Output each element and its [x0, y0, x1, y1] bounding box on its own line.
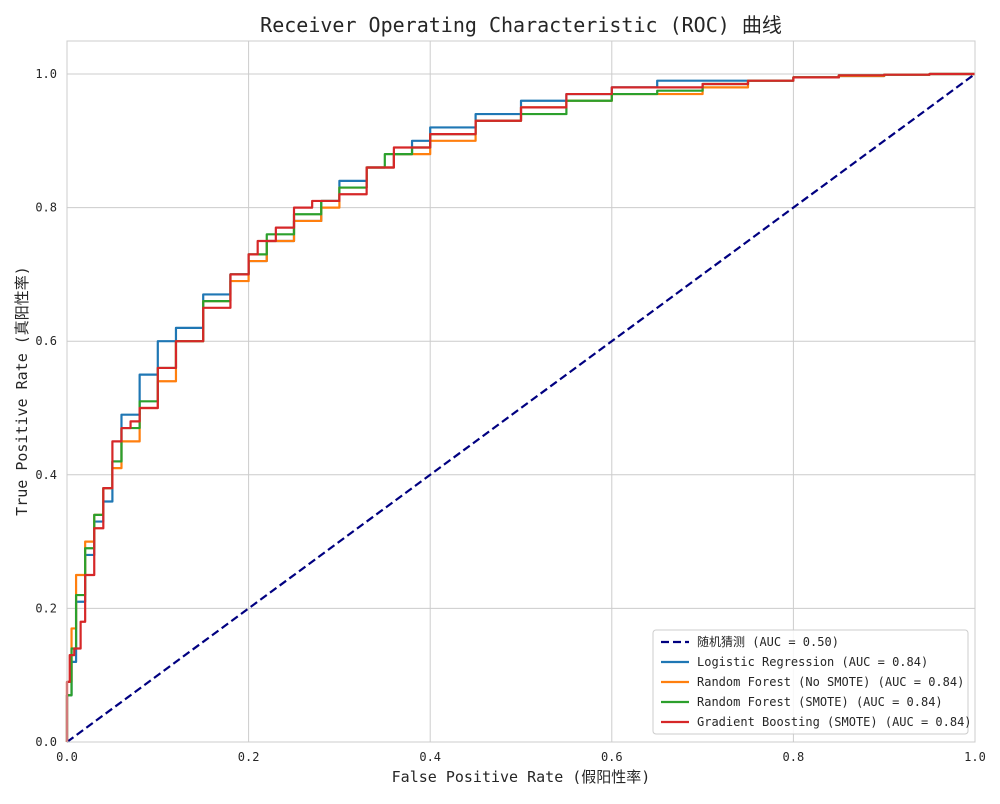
y-tick-label: 0.4 [35, 468, 57, 482]
tick-labels: 0.0 0.2 0.4 0.6 0.8 1.0 0.0 0.2 0.4 0.6 0.8 1.0 [35, 67, 986, 764]
plot-frame [66, 40, 976, 743]
plot-background [67, 41, 975, 742]
x-tick-label: 0.6 [601, 750, 623, 764]
legend-label: Random Forest (No SMOTE) (AUC = 0.84) [697, 675, 964, 689]
x-tick-label: 0.4 [419, 750, 441, 764]
legend-label: Gradient Boosting (SMOTE) (AUC = 0.84) [697, 715, 972, 729]
series-layer [65, 72, 976, 743]
series-line-0 [66, 73, 976, 743]
legend: 随机猜测 (AUC = 0.50) Logistic Regression (AU… [652, 629, 972, 735]
x-tick-label: 0.2 [238, 750, 260, 764]
x-axis-label: False Positive Rate (假阳性率) [392, 768, 651, 786]
legend-label: Random Forest (SMOTE) (AUC = 0.84) [697, 695, 943, 709]
y-axis-label: True Positive Rate (真阳性率) [13, 266, 31, 516]
x-tick-label: 0.0 [56, 750, 78, 764]
y-tick-label: 0.2 [35, 601, 57, 615]
y-tick-label: 1.0 [35, 67, 57, 81]
chart-title: Receiver Operating Characteristic (ROC) … [260, 13, 782, 37]
series-line-4 [65, 72, 975, 742]
x-tick-label: 0.8 [783, 750, 805, 764]
legend-label: 随机猜测 (AUC = 0.50) [697, 634, 839, 649]
x-tick-label: 1.0 [964, 750, 986, 764]
legend-label: Logistic Regression (AUC = 0.84) [697, 655, 928, 669]
y-tick-label: 0.6 [35, 334, 57, 348]
y-tick-label: 0.8 [35, 201, 57, 215]
y-tick-label: 0.0 [35, 735, 57, 749]
grid [66, 41, 976, 743]
legend-box [652, 629, 969, 735]
